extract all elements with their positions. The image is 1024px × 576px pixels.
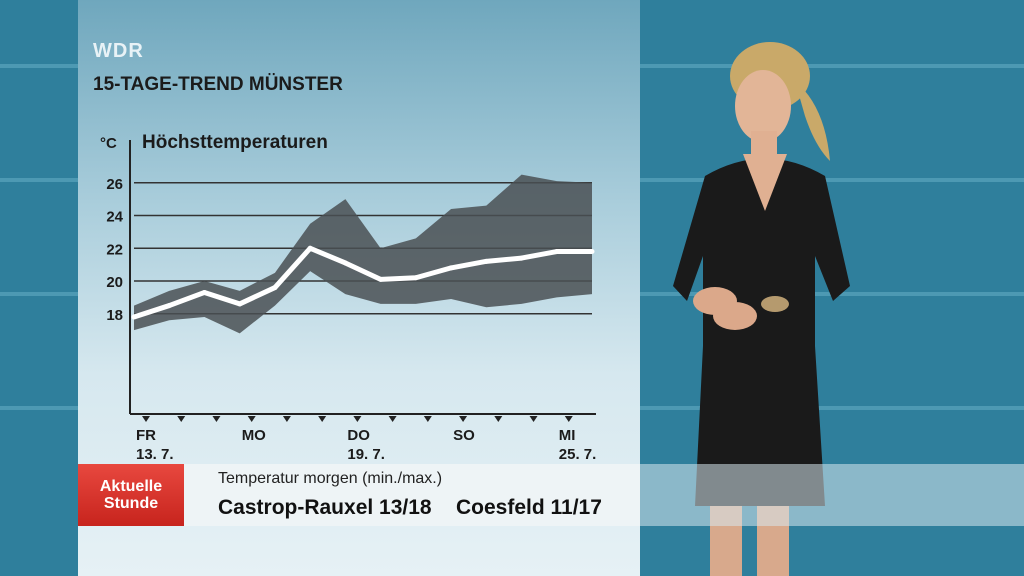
data-point bbox=[589, 249, 595, 255]
lower-third-body: Temperatur morgen (min./max.) Castrop-Ra… bbox=[184, 464, 640, 526]
x-tick-mark bbox=[177, 416, 186, 422]
lower-third-subtitle: Temperatur morgen (min./max.) bbox=[218, 470, 443, 487]
city-forecast-2: Coesfeld 11/17 bbox=[456, 496, 602, 519]
x-tick-mark bbox=[142, 416, 150, 422]
x-tick-mark bbox=[459, 416, 468, 422]
x-tick-mark bbox=[247, 416, 256, 422]
data-point bbox=[413, 275, 419, 281]
x-tick-mark bbox=[529, 416, 538, 422]
y-tick-label: 26 bbox=[106, 176, 123, 193]
data-point bbox=[131, 314, 137, 320]
series-line bbox=[133, 245, 592, 320]
x-tick-label: FR bbox=[136, 427, 156, 444]
data-point bbox=[519, 255, 525, 261]
logo-line-2: Stunde bbox=[103, 495, 159, 512]
x-tick-label: SO bbox=[453, 427, 475, 444]
x-tick-mark bbox=[564, 416, 573, 422]
y-tick-label: 18 bbox=[106, 307, 123, 324]
broadcaster-logo: WDR bbox=[93, 40, 144, 62]
city-forecast-1: Castrop-Rauxel 13/18 bbox=[218, 496, 432, 519]
lower-third-extension bbox=[640, 464, 1024, 526]
presenter-figure bbox=[673, 42, 850, 576]
y-tick-label: 24 bbox=[106, 209, 123, 226]
y-axis-unit: °C bbox=[100, 135, 117, 152]
chart-title: Höchsttemperaturen bbox=[142, 132, 328, 153]
x-tick-mark bbox=[388, 416, 397, 422]
uncertainty-band bbox=[134, 174, 592, 334]
y-tick-label: 20 bbox=[106, 274, 123, 291]
x-tick-mark bbox=[423, 416, 432, 422]
data-point bbox=[483, 258, 489, 264]
x-tick-date: 19. 7. bbox=[347, 446, 385, 463]
data-point bbox=[166, 303, 172, 309]
lower-third: Aktuelle Stunde Temperatur morgen (min./… bbox=[78, 464, 1024, 526]
data-point bbox=[307, 245, 313, 251]
data-point bbox=[237, 301, 243, 307]
data-point bbox=[554, 249, 560, 255]
page-title: 15-TAGE-TREND MÜNSTER bbox=[93, 74, 343, 95]
x-tick-label: MI bbox=[559, 427, 576, 444]
y-tick-label: 22 bbox=[106, 241, 123, 258]
x-tick-date: 13. 7. bbox=[136, 446, 174, 463]
x-tick-mark bbox=[494, 416, 503, 422]
data-point bbox=[378, 276, 384, 282]
x-tick-mark bbox=[212, 416, 221, 422]
x-tick-mark bbox=[353, 416, 362, 422]
data-point bbox=[201, 289, 207, 295]
data-point bbox=[448, 265, 454, 271]
x-tick-mark bbox=[282, 416, 291, 422]
x-tick-label: MO bbox=[242, 427, 266, 444]
logo-line-1: Aktuelle bbox=[99, 478, 163, 495]
x-tick-label: DO bbox=[347, 427, 370, 444]
data-point bbox=[342, 260, 348, 266]
x-tick-mark bbox=[318, 416, 327, 422]
data-point bbox=[272, 285, 278, 291]
x-tick-date: 25. 7. bbox=[559, 446, 597, 463]
aktuelle-stunde-logo: Aktuelle Stunde bbox=[78, 464, 184, 526]
